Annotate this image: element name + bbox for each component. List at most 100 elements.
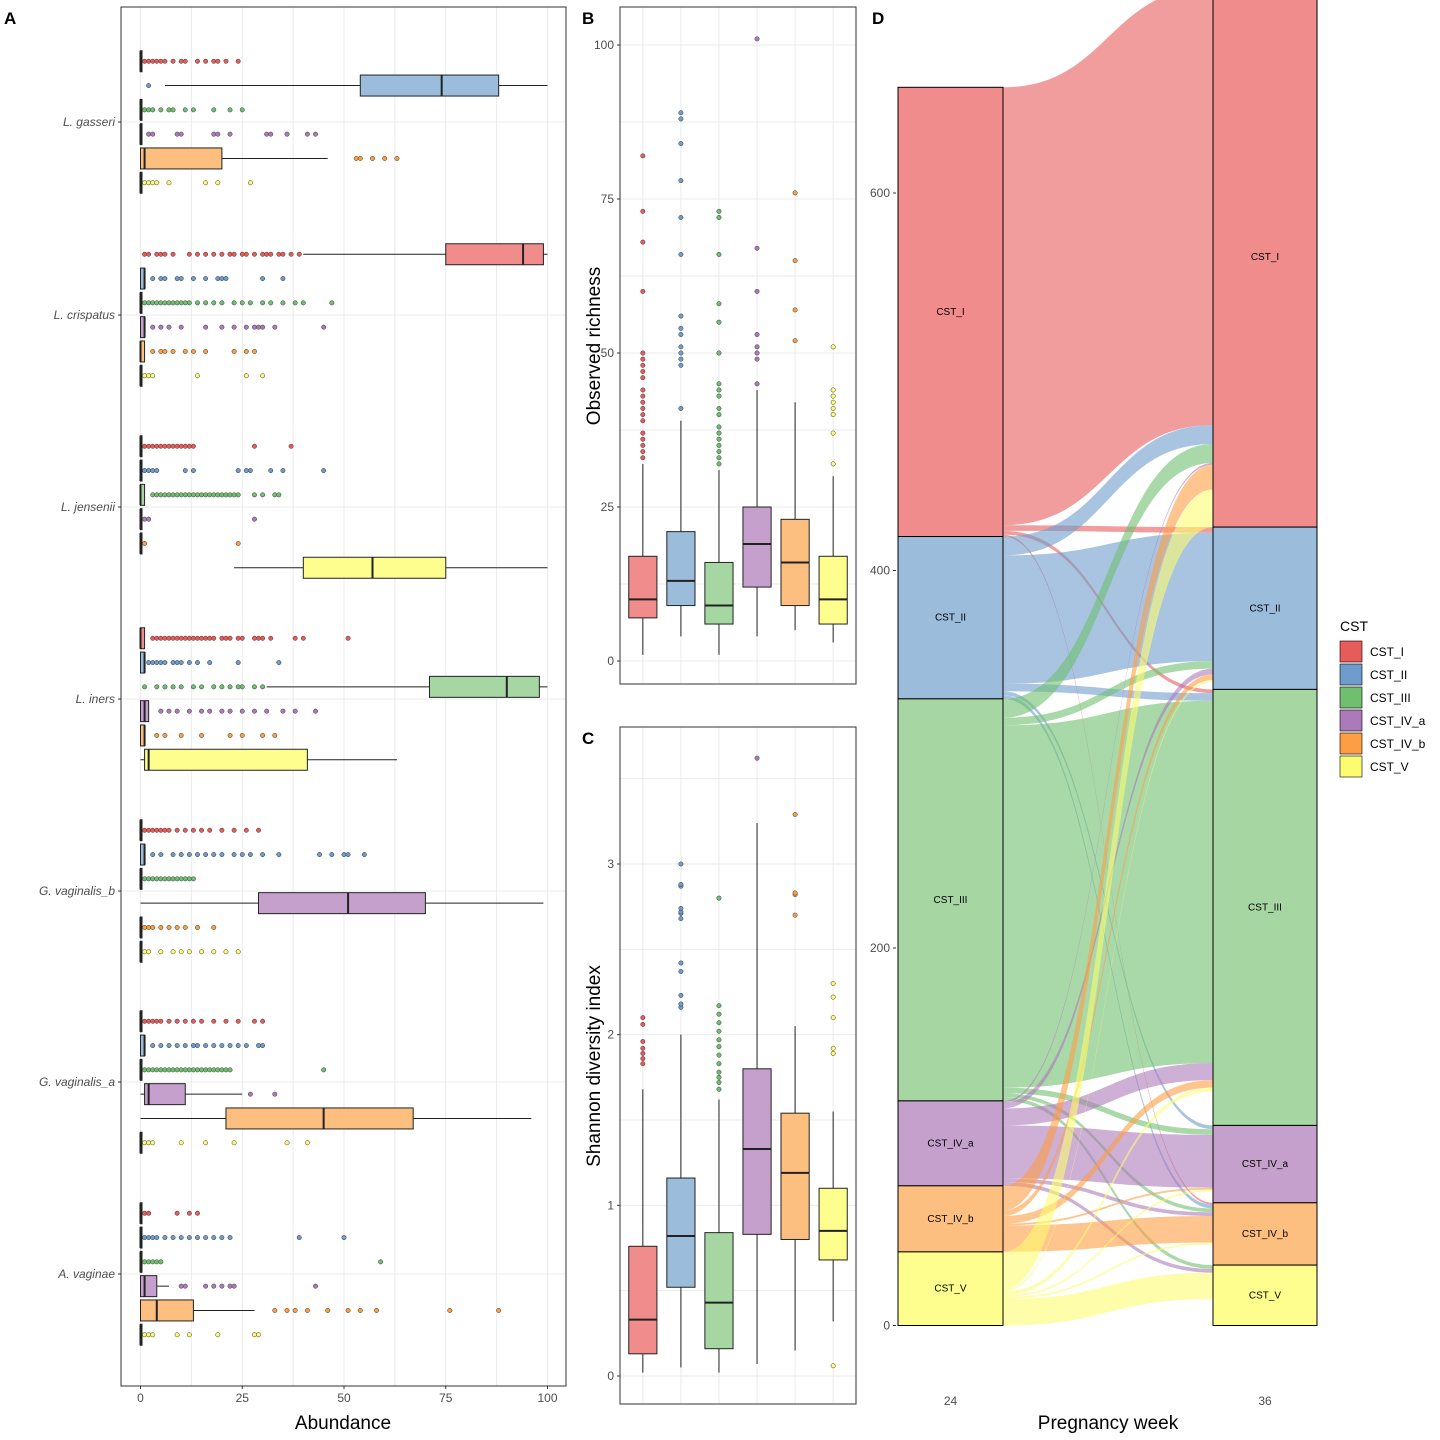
outlier-point (754, 381, 760, 387)
outlier-point (146, 660, 152, 665)
outlier-point (830, 1045, 836, 1051)
outlier-point (252, 443, 257, 449)
panelC-y-tick-label: 0 (607, 1369, 614, 1383)
outlier-point (178, 660, 184, 665)
box (742, 506, 772, 588)
outlier-point (170, 58, 176, 64)
outlier-point (640, 1056, 646, 1062)
outlier-point (142, 949, 148, 955)
outlier-point (203, 492, 209, 498)
outlier-point (195, 660, 200, 665)
outlier-point (182, 443, 188, 449)
legend-label-cst-i: CST_I (1370, 645, 1404, 659)
box-cst-v (818, 981, 848, 1369)
outlier-point (296, 1235, 302, 1241)
outlier-point (154, 58, 160, 64)
outlier-point (640, 288, 646, 294)
outlier-point (215, 1067, 221, 1073)
outlier-point (186, 1210, 192, 1216)
outlier-point (256, 1043, 261, 1049)
outlier-point (174, 660, 180, 665)
outlier-point (247, 180, 253, 186)
outlier-point (716, 251, 722, 257)
flow-cst-iv-b-to-cst-iii (1003, 1080, 1213, 1224)
outlier-point (154, 660, 160, 665)
outlier-point (716, 381, 722, 387)
outlier-point (203, 349, 209, 354)
outlier-point (353, 156, 359, 161)
outlier-point (219, 324, 225, 330)
box (144, 748, 308, 771)
outlier-point (640, 1061, 646, 1067)
outlier-point (260, 1043, 266, 1049)
outlier-point (182, 300, 188, 306)
outlier-point (227, 684, 233, 690)
box (666, 1177, 696, 1288)
outlier-point (203, 276, 209, 281)
outlier-point (754, 36, 760, 42)
outlier-point (154, 180, 160, 186)
box-a-vaginae-cst-v (139, 1323, 261, 1346)
outlier-point (321, 1067, 327, 1073)
outlier-point (146, 180, 152, 186)
outlier-point (227, 131, 233, 137)
outlier-point (227, 1043, 233, 1049)
outlier-point (178, 300, 184, 306)
outlier-point (256, 635, 261, 641)
box-cst-iii (704, 208, 734, 655)
outlier-point (150, 1067, 156, 1073)
outlier-point (640, 356, 646, 362)
outlier-point (154, 251, 160, 257)
outlier-point (716, 1061, 722, 1067)
outlier-point (186, 660, 192, 665)
outlier-point (272, 733, 278, 738)
panel-d-strata-week-36: CST_I CST_II CST_III CST_IV_a CST_IV_b CST_V (1212, 0, 1318, 1326)
outlier-point (678, 251, 684, 257)
outlier-point (158, 635, 164, 641)
panel-label-b: B (582, 9, 594, 28)
outlier-point (158, 1043, 164, 1049)
outlier-point (182, 1283, 188, 1289)
outlier-point (182, 349, 188, 354)
outlier-point (239, 635, 245, 641)
outlier-point (162, 876, 168, 882)
outlier-point (203, 58, 209, 64)
box-l-gasseri-cst-iii (139, 98, 245, 121)
panel-a-x-axis-title: Abundance (295, 1413, 391, 1434)
outlier-point (640, 449, 646, 455)
outlier-point (158, 251, 164, 257)
outlier-point (496, 1308, 502, 1313)
outlier-point (170, 876, 176, 882)
outlier-point (272, 1308, 278, 1313)
outlier-point (716, 387, 722, 393)
box-g-vaginalis-a-cst-iv-a (140, 1083, 278, 1106)
box-l-crispatus-cst-v (139, 364, 266, 387)
box-cst-iii (704, 895, 734, 1373)
box-l-jensenii-cst-iii (139, 483, 282, 506)
outlier-point (162, 635, 168, 641)
box (225, 1107, 414, 1130)
box-l-iners-cst-iv-a (140, 700, 318, 723)
outlier-point (321, 468, 327, 473)
outlier-point (142, 1018, 148, 1024)
outlier-point (174, 925, 180, 930)
outlier-point (195, 925, 200, 930)
outlier-point (154, 733, 160, 738)
outlier-point (256, 324, 261, 330)
outlier-point (142, 1140, 148, 1146)
outlier-point (260, 300, 266, 306)
stratum-label: CST_IV_b (1242, 1229, 1289, 1240)
outlier-point (182, 492, 188, 498)
outlier-point (219, 300, 225, 306)
stratum-label: CST_II (935, 613, 966, 624)
panel-d-y-tick-label: 600 (870, 186, 890, 200)
outlier-point (150, 635, 156, 641)
outlier-point (158, 107, 164, 113)
outlier-point (252, 251, 257, 257)
legend-label-cst-ii: CST_II (1370, 668, 1407, 682)
outlier-point (146, 949, 152, 955)
panel-b-richness-boxplot: 0 25 50 75 100 (594, 6, 857, 685)
outlier-point (150, 660, 156, 665)
outlier-point (792, 890, 798, 896)
outlier-point (211, 131, 217, 137)
